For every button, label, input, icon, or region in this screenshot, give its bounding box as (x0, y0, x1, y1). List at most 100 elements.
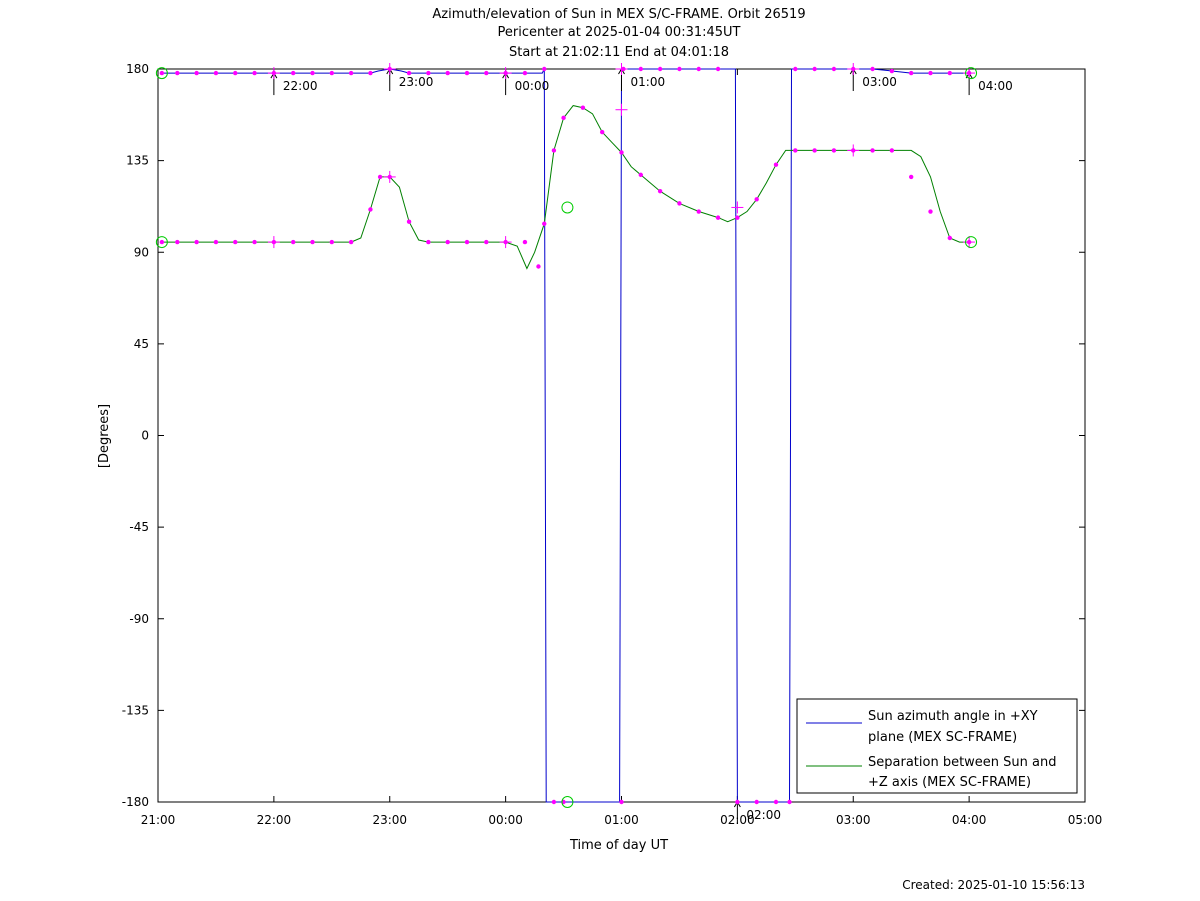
data-point-74 (677, 201, 682, 206)
data-point-56 (377, 174, 383, 180)
data-point-29 (831, 66, 837, 72)
data-point-52 (310, 239, 315, 245)
data-point-65 (536, 264, 541, 269)
data-point-59 (426, 239, 431, 245)
hour-cross-0 (267, 67, 280, 80)
y-axis-label: [Degrees] (97, 404, 112, 468)
data-point-43 (787, 799, 792, 805)
y-tick-label-5: -45 (129, 520, 149, 534)
hour-cross-9 (615, 103, 628, 116)
hour-cross-4 (847, 63, 860, 75)
title-line-3: Start at 21:02:11 End at 04:01:18 (509, 45, 729, 60)
hour-annotation-2: 00:00 (502, 72, 550, 96)
hour-cross-11 (847, 144, 860, 157)
data-point-4 (233, 70, 238, 76)
data-point-73 (657, 188, 663, 194)
data-point-87 (928, 209, 933, 214)
x-tick-label-7: 04:00 (952, 813, 987, 827)
data-point-71 (619, 150, 624, 155)
data-point-5 (252, 70, 257, 76)
title-line-2: Pericenter at 2025-01-04 00:31:45UT (497, 25, 740, 40)
data-point-49 (252, 239, 257, 245)
data-point-19 (522, 70, 528, 76)
hour-label-6: 04:00 (978, 79, 1013, 93)
data-point-47 (213, 239, 219, 245)
data-point-60 (445, 239, 450, 245)
hour-label-4: 02:00 (746, 808, 781, 822)
hour-label-1: 23:00 (399, 75, 434, 89)
data-point-24 (677, 66, 682, 72)
data-point-66 (542, 221, 547, 226)
legend-label-azimuth-1: Sun azimuth angle in +XY (868, 709, 1038, 724)
x-tick-label-0: 21:00 (141, 813, 176, 827)
y-tick-label-1: 135 (126, 154, 149, 168)
data-point-81 (812, 148, 817, 153)
hour-annotation-3: 01:00 (618, 68, 666, 91)
data-point-53 (329, 239, 335, 245)
data-point-55 (368, 207, 373, 212)
hour-annotation-0: 22:00 (270, 72, 318, 96)
hour-label-3: 01:00 (631, 75, 666, 89)
data-point-25 (696, 66, 701, 72)
series-line-1 (161, 105, 972, 270)
data-point-16 (464, 70, 470, 76)
hour-label-2: 00:00 (515, 79, 550, 93)
data-point-37 (551, 799, 557, 805)
data-point-78 (754, 197, 759, 202)
event-circle-5 (561, 796, 574, 808)
data-point-76 (715, 215, 721, 220)
data-point-72 (638, 172, 644, 178)
legend-label-separation-1: Separation between Sun and (868, 755, 1056, 770)
x-tick-label-8: 05:00 (1068, 813, 1103, 827)
legend-box (796, 698, 1078, 794)
series-line-0 (161, 68, 972, 803)
data-point-10 (348, 70, 354, 76)
data-point-88 (947, 235, 953, 241)
hour-cross-7 (383, 170, 396, 183)
data-point-75 (696, 209, 701, 214)
data-markers (155, 63, 978, 808)
x-tick-label-4: 01:00 (604, 813, 639, 827)
data-point-2 (194, 70, 199, 76)
hour-annotation-5: 03:00 (849, 68, 897, 91)
chart-title: Azimuth/elevation of Sun in MEX S/C-FRAM… (432, 7, 805, 60)
data-point-11 (368, 70, 373, 76)
data-point-46 (194, 239, 199, 245)
hour-annotations: 22:00 23:00 00:00 01:00 02:00 03:00 04:00 (270, 68, 1013, 824)
event-circle-4 (561, 201, 574, 214)
data-point-70 (599, 129, 605, 135)
data-point-82 (831, 148, 837, 153)
x-tick-label-3: 00:00 (488, 813, 523, 827)
data-point-69 (580, 105, 586, 110)
event-circle-3 (965, 236, 978, 249)
data-point-8 (310, 70, 315, 76)
data-point-77 (735, 215, 740, 220)
hour-cross-10 (731, 201, 744, 214)
hour-label-0: 22:00 (283, 79, 318, 93)
data-point-85 (889, 148, 895, 153)
data-point-48 (233, 239, 238, 245)
data-point-34 (928, 70, 933, 76)
legend-label-separation-2: +Z axis (MEX SC-FRAME) (868, 775, 1031, 790)
x-tick-label-1: 22:00 (257, 813, 292, 827)
legend: Sun azimuth angle in +XY plane (MEX SC-F… (796, 698, 1078, 794)
created-timestamp: Created: 2025-01-10 15:56:13 (902, 878, 1085, 892)
data-point-17 (484, 70, 489, 76)
y-tick-labels: 180 135 90 45 0 -45 -90 -135 -180 (122, 62, 149, 809)
data-point-44 (159, 239, 165, 245)
hour-cross-12 (963, 236, 976, 249)
hour-cross-1 (383, 63, 396, 75)
data-point-26 (715, 66, 721, 72)
x-tick-label-2: 23:00 (372, 813, 407, 827)
y-tick-label-0: 180 (126, 62, 149, 76)
data-point-84 (870, 148, 875, 153)
data-point-23 (657, 66, 663, 72)
data-point-14 (426, 70, 431, 76)
data-point-33 (908, 70, 914, 76)
y-tick-label-3: 45 (134, 337, 149, 351)
hour-cross-6 (267, 236, 280, 249)
data-point-58 (406, 219, 412, 224)
y-tick-label-4: 0 (141, 429, 149, 443)
data-point-32 (889, 68, 895, 74)
